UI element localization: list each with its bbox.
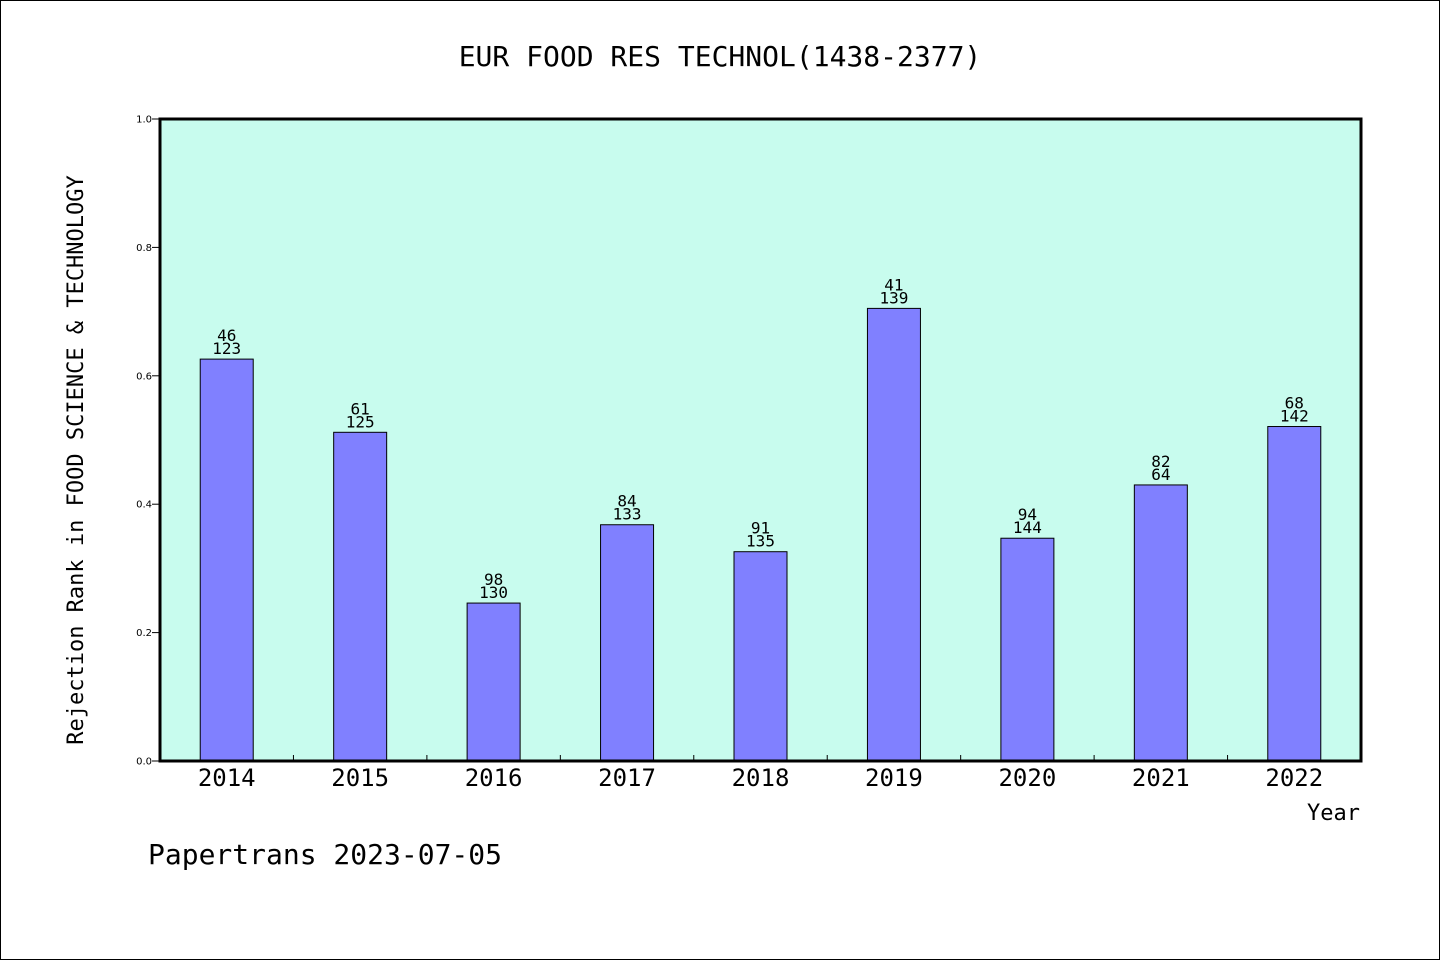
x-tick-label-2019: 2019	[865, 764, 923, 792]
data-label-bottom-2014: 123	[212, 339, 241, 358]
x-axis-ticks: 2014 2015 2016 2017 2018 2019 2020 2021 2022	[198, 755, 1323, 792]
x-tick-label-2022: 2022	[1265, 764, 1323, 792]
y-tick-label-0.8: 0.8	[136, 243, 152, 254]
x-tick-label-2014: 2014	[198, 764, 256, 792]
bar-2021	[1133, 484, 1188, 762]
x-tick-label-2017: 2017	[598, 764, 656, 792]
bars-group	[199, 307, 1322, 762]
y-tick-label-0.6: 0.6	[136, 371, 152, 382]
bar-2014	[199, 358, 254, 762]
bar-2018	[733, 551, 788, 762]
x-tick-label-2020: 2020	[998, 764, 1056, 792]
data-label-top-2020: 94	[1018, 505, 1037, 524]
x-tick-label-2018: 2018	[732, 764, 790, 792]
x-tick-label-2015: 2015	[331, 764, 389, 792]
x-tick-label-2016: 2016	[465, 764, 523, 792]
data-label-bottom-2021: 64	[1151, 465, 1170, 484]
data-label-bottom-2019: 139	[879, 288, 908, 307]
data-label-top-2017: 84	[617, 492, 636, 511]
x-axis-label: Year	[1307, 801, 1360, 826]
y-axis-ticks: 0.0 0.2 0.4 0.6 0.8 1.0	[136, 115, 160, 768]
data-label-top-2016: 98	[484, 570, 503, 589]
data-label-bottom-2016: 130	[479, 583, 508, 602]
data-label-bottom-2020: 144	[1013, 518, 1042, 537]
data-label-bottom-2022: 142	[1280, 407, 1309, 426]
x-tick-label-2021: 2021	[1132, 764, 1190, 792]
data-label-top-2014: 46	[217, 326, 236, 345]
y-tick-label-0.2: 0.2	[136, 628, 152, 639]
data-label-top-2021: 82	[1151, 452, 1170, 471]
data-label-top-2022: 68	[1285, 394, 1304, 413]
y-axis-label: Rejection Rank in FOOD SCIENCE & TECHNOL…	[64, 175, 89, 745]
plot-border	[158, 117, 1363, 763]
footer-note: Papertrans 2023-07-05	[148, 838, 502, 871]
bar-2020	[1000, 537, 1055, 762]
data-label-top-2015: 61	[351, 399, 370, 418]
bar-2017	[600, 524, 655, 762]
bar-2019	[866, 307, 921, 762]
data-label-top-2018: 91	[751, 519, 770, 538]
y-tick-label-0.0: 0.0	[136, 757, 152, 768]
bar-2016	[466, 602, 521, 762]
bar-2015	[333, 431, 388, 762]
data-label-bottom-2018: 135	[746, 532, 775, 551]
data-label-top-2019: 41	[884, 275, 903, 294]
bar-2022	[1267, 426, 1322, 762]
data-label-bottom-2017: 133	[613, 505, 642, 524]
y-tick-label-0.4: 0.4	[136, 500, 152, 511]
data-label-bottom-2015: 125	[346, 412, 375, 431]
y-tick-label-1.0: 1.0	[136, 115, 152, 126]
chart-title: EUR FOOD RES TECHNOL(1438-2377)	[459, 40, 982, 73]
